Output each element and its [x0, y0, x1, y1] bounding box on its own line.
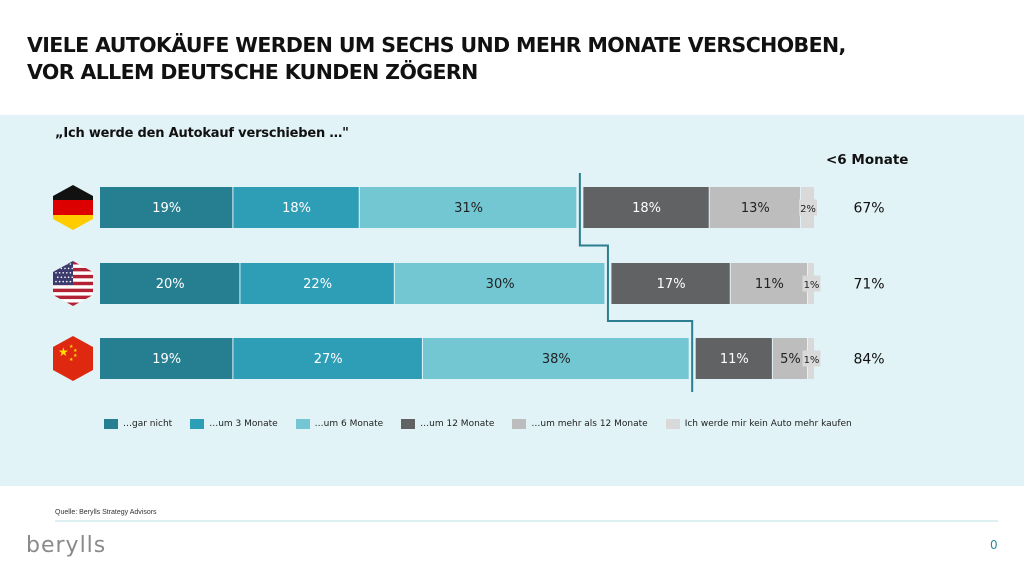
- data-label: 22%: [303, 277, 332, 292]
- under-6-months-header: <6 Monate: [826, 152, 909, 168]
- data-label: 13%: [741, 201, 770, 216]
- bar-segment-um_6: [359, 187, 577, 228]
- legend-swatch: [190, 419, 205, 429]
- bar-segment-um_3: [233, 187, 359, 228]
- data-label: 17%: [657, 277, 686, 292]
- label-chip: [799, 199, 817, 216]
- bar-segment-mehr_12: [772, 338, 807, 379]
- data-label: 27%: [314, 352, 343, 367]
- data-label: 11%: [755, 277, 784, 292]
- legend-swatch: [512, 419, 527, 429]
- data-label: 5%: [780, 352, 801, 367]
- data-label: 31%: [454, 201, 483, 216]
- six-month-separator-line: [578, 173, 694, 392]
- legend-item-um_12: …um 12 Monate: [401, 419, 494, 429]
- berylls-logo: berylls: [26, 533, 107, 558]
- bar-segment-gar_nicht: [100, 338, 233, 379]
- bar-segment-gar_nicht: [100, 263, 240, 304]
- legend-label: …um 3 Monate: [209, 419, 278, 429]
- data-label: 38%: [542, 352, 571, 367]
- china-flag-icon: ★ ★ ★ ★ ★: [53, 336, 93, 381]
- svg-text:★: ★: [58, 345, 69, 359]
- bar-segment-mehr_12: [730, 263, 807, 304]
- bar-row-china: 19% 27% 38% 11% 5% 1%: [100, 338, 821, 379]
- bar-segment-gar_nicht: [100, 187, 233, 228]
- legend-item-um_6: …um 6 Monate: [295, 419, 384, 429]
- chart-subtitle: „Ich werde den Autokauf verschieben …": [55, 126, 349, 141]
- total-label: 71%: [853, 277, 884, 293]
- legend-label: …um mehr als 12 Monate: [531, 419, 648, 429]
- title-line-2: vor allem deutsche Kunden zögern: [27, 60, 478, 84]
- germany-flag-icon: [53, 185, 93, 230]
- legend-swatch: [665, 419, 680, 429]
- legend-item-kein_auto: Ich werde mir kein Auto mehr kaufen: [665, 419, 852, 429]
- source-note: Quelle: Berylls Strategy Advisors: [55, 509, 157, 516]
- data-label: 20%: [156, 277, 185, 292]
- usa-flag-icon: [53, 261, 93, 306]
- bar-segment-um_6: [422, 338, 689, 379]
- legend-label: …gar nicht: [123, 419, 173, 429]
- data-label: 19%: [152, 352, 181, 367]
- bar-segment-um_3: [240, 263, 394, 304]
- bar-row-usa: 20% 22% 30% 17% 11% 1%: [100, 263, 821, 304]
- svg-text:★: ★: [73, 348, 78, 354]
- legend-swatch: [104, 419, 118, 429]
- legend-label: …um 12 Monate: [420, 419, 495, 429]
- page-title: Viele Autokäufe werden um sechs und mehr…: [27, 32, 927, 86]
- data-label: 2%: [800, 204, 816, 215]
- legend-item-mehr_12: …um mehr als 12 Monate: [512, 419, 648, 429]
- data-label: 1%: [804, 280, 820, 291]
- total-label: 84%: [853, 352, 884, 368]
- legend-swatch: [401, 419, 416, 429]
- svg-text:★: ★: [69, 357, 74, 363]
- bar-row-deutschland: 19% 18% 31% 18% 13% 2%: [100, 187, 817, 228]
- bar-segment-mehr_12: [709, 187, 800, 228]
- legend-label: …um 6 Monate: [314, 419, 384, 429]
- data-label: 18%: [282, 201, 311, 216]
- svg-text:★: ★: [69, 344, 74, 350]
- bar-segment-um_3: [233, 338, 422, 379]
- data-label: 18%: [632, 201, 661, 216]
- legend-item-gar_nicht: …gar nicht: [104, 419, 172, 429]
- label-chip: [802, 350, 821, 367]
- chart-legend: …gar nicht …um 3 Monate …um 6 Monate …um 12…: [104, 419, 870, 429]
- bar-segment-um_12: [695, 338, 772, 379]
- legend-label: Ich werde mir kein Auto mehr kaufen: [684, 419, 852, 429]
- data-label: 30%: [486, 277, 515, 292]
- data-label: 19%: [152, 201, 181, 216]
- total-label: 67%: [853, 201, 884, 217]
- title-line-1: Viele Autokäufe werden um sechs und mehr…: [27, 33, 846, 57]
- bar-segment-um_6: [394, 263, 605, 304]
- svg-text:★: ★: [73, 353, 78, 359]
- data-label: 11%: [720, 352, 749, 367]
- bar-segment-um_12: [583, 187, 709, 228]
- legend-swatch: [295, 419, 310, 429]
- page-number: 0: [990, 538, 998, 552]
- label-chip: [802, 275, 821, 292]
- legend-item-um_3: …um 3 Monate: [190, 419, 278, 429]
- data-label: 1%: [804, 355, 820, 366]
- footer-divider: [55, 520, 998, 522]
- bar-segment-um_12: [611, 263, 730, 304]
